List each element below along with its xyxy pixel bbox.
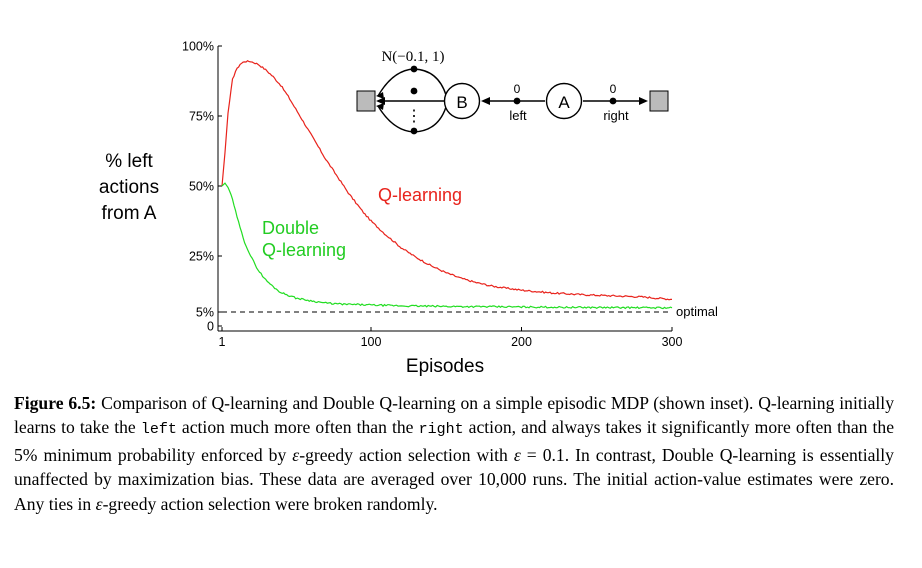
state-a-label: A xyxy=(558,93,570,112)
caption-text-3: action, and always takes it significantl… xyxy=(14,417,895,465)
normal-distribution-label: N(−0.1, 1) xyxy=(381,49,444,65)
terminal-state-left xyxy=(356,90,376,112)
left-action-label: left xyxy=(509,108,527,123)
caption-epsilon-1: ε xyxy=(292,444,300,465)
double-q-series-label-line1: Double xyxy=(262,218,319,238)
action-dot-2 xyxy=(410,87,418,95)
series-double-q-learning-line xyxy=(221,182,673,310)
right-reward-label: 0 xyxy=(610,82,617,96)
state-b-label: B xyxy=(456,93,467,112)
action-dot-bottom xyxy=(410,127,418,135)
arrowhead-top-icon xyxy=(376,92,384,99)
figure-label: Figure 6.5: xyxy=(14,393,97,413)
y-ticks: 05% 25% 50% 75% 100% xyxy=(182,40,222,334)
y-tick-label: 5% xyxy=(196,306,214,320)
y-axis-label-line3: from A xyxy=(102,203,157,224)
y-tick-label: 0 xyxy=(207,320,214,334)
x-tick-label: 200 xyxy=(511,335,532,349)
x-tick-label: 1 xyxy=(219,335,226,349)
caption-text-5: = 0.1. In contrast, Double Q-learning is… xyxy=(14,444,894,514)
x-tick-label: 100 xyxy=(361,335,382,349)
x-ticks: 1 100 200 300 xyxy=(219,327,683,349)
series-q-learning-line xyxy=(221,59,672,301)
arrowhead-middle-icon xyxy=(376,97,385,105)
state-b-node xyxy=(443,82,481,120)
caption-right-word: right xyxy=(418,421,464,439)
caption-text-2: action much more often than the xyxy=(176,417,419,438)
terminal-state-right xyxy=(649,90,669,112)
left-arrowhead-icon xyxy=(481,97,490,105)
caption-left-word: left xyxy=(140,421,177,439)
ellipsis-icon: ⋮ xyxy=(406,108,422,125)
left-action-dot xyxy=(513,97,521,105)
mdp-inset-diagram: N(−0.1, 1) ⋮ B 0 left A 0 right xyxy=(356,49,669,135)
right-action-label: right xyxy=(603,108,629,123)
chart: % left actions from A 05%25%50%75%100% 1… xyxy=(99,40,718,378)
caption-epsilon-3: ε xyxy=(95,493,103,514)
y-tick-label: 50% xyxy=(189,180,214,194)
right-action-dot xyxy=(609,97,617,105)
state-a-node xyxy=(545,82,583,120)
x-tick-label: 300 xyxy=(662,335,683,349)
q-learning-series-label: Q-learning xyxy=(378,185,462,205)
left-reward-label: 0 xyxy=(514,82,521,96)
caption-epsilon-2: ε xyxy=(513,444,521,465)
action-dot-top xyxy=(410,65,418,73)
y-axis-label-line1: % left xyxy=(105,151,153,172)
double-q-series-label-line2: Q-learning xyxy=(262,240,346,260)
caption-text-1: Comparison of Q-learning and Double Q-le… xyxy=(14,393,894,438)
arrowhead-bottom-icon xyxy=(376,103,384,110)
figure-caption: Figure 6.5: Comparison of Q-learning and… xyxy=(14,391,894,516)
y-tick-label: 25% xyxy=(189,250,214,264)
y-axis-label-line2: actions xyxy=(99,177,159,198)
y-tick-label: 75% xyxy=(189,110,214,124)
right-arrowhead-icon xyxy=(639,97,648,105)
x-axis-label: Episodes xyxy=(406,356,484,377)
optimal-label: optimal xyxy=(676,304,718,319)
caption-text-4: -greedy action selection with xyxy=(299,444,514,465)
y-tick-label: 100% xyxy=(182,40,214,54)
caption-text-6: -greedy action selection were broken ran… xyxy=(102,493,438,514)
